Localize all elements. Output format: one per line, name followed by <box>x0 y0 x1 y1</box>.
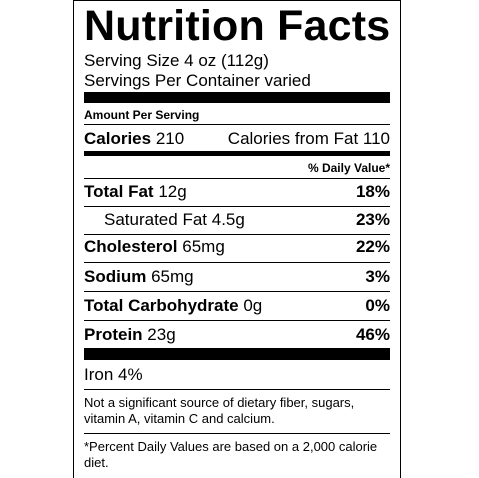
nutrient-dv: 22% <box>355 237 390 256</box>
nutrient-dv: 46% <box>355 325 390 344</box>
calories-row: Calories 210 Calories from Fat 110 <box>84 128 390 150</box>
note: Not a significant source of dietary fibe… <box>84 395 355 426</box>
nutrient-amount: 12g <box>158 182 187 201</box>
vitamins: Iron 4% <box>84 365 143 384</box>
nutrient-row: Total Fat 12g 18% <box>84 181 390 203</box>
footnote: *Percent Daily Values are based on a 2,0… <box>84 439 378 470</box>
serving-size: Serving Size 4 oz (112g) <box>84 51 269 70</box>
nutrient-row: Protein 23g 46% <box>84 324 390 346</box>
nutrient-name: Sodium <box>84 267 147 286</box>
nutrient-dv: 23% <box>355 210 390 229</box>
calories-from-fat: Calories from Fat 110 <box>227 129 390 148</box>
title: Nutrition Facts <box>84 2 391 50</box>
rule <box>84 433 390 434</box>
nutrient-amount: 23g <box>147 325 176 344</box>
nutrient-amount: 65mg <box>182 237 225 256</box>
nutrient-amount: 0g <box>243 296 263 315</box>
nutrient-amount: 4.5g <box>211 210 245 229</box>
nutrient-row: Cholesterol 65mg 22% <box>84 236 390 258</box>
nutrient-name: Total Carbohydrate <box>84 296 239 315</box>
rule <box>84 389 390 390</box>
rule <box>84 262 390 263</box>
servings-per-container: Servings Per Container varied <box>84 71 311 90</box>
nutrient-dv: 18% <box>355 182 390 201</box>
nutrient-row: Saturated Fat 4.5g 23% <box>84 209 390 231</box>
nutrient-amount: 65mg <box>151 267 194 286</box>
nutrient-name: Protein <box>84 325 143 344</box>
medium-rule <box>84 151 390 156</box>
thick-rule <box>84 348 390 360</box>
nutrient-dv: 0% <box>365 296 390 315</box>
rule <box>84 234 390 235</box>
calories: Calories 210 <box>84 128 184 150</box>
rule <box>84 206 390 207</box>
calories-label: Calories <box>84 129 152 148</box>
nutrient-dv: 3% <box>365 267 390 286</box>
nutrient-name: Cholesterol <box>84 237 178 256</box>
nutrient-row: Total Carbohydrate 0g 0% <box>84 295 390 317</box>
rule <box>84 320 390 321</box>
amount-per-serving: Amount Per Serving <box>84 108 200 122</box>
nutrient-name: Total Fat <box>84 182 154 201</box>
daily-value-header: % Daily Value* <box>307 161 390 175</box>
rule <box>84 291 390 292</box>
rule <box>84 124 390 125</box>
nutrient-row: Sodium 65mg 3% <box>84 266 390 288</box>
nutrient-name: Saturated Fat <box>104 210 208 229</box>
rule <box>84 178 390 179</box>
thick-rule <box>84 92 390 103</box>
calories-value: 210 <box>155 129 185 148</box>
nutrition-label: Nutrition Facts Serving Size 4 oz (112g)… <box>73 0 401 478</box>
